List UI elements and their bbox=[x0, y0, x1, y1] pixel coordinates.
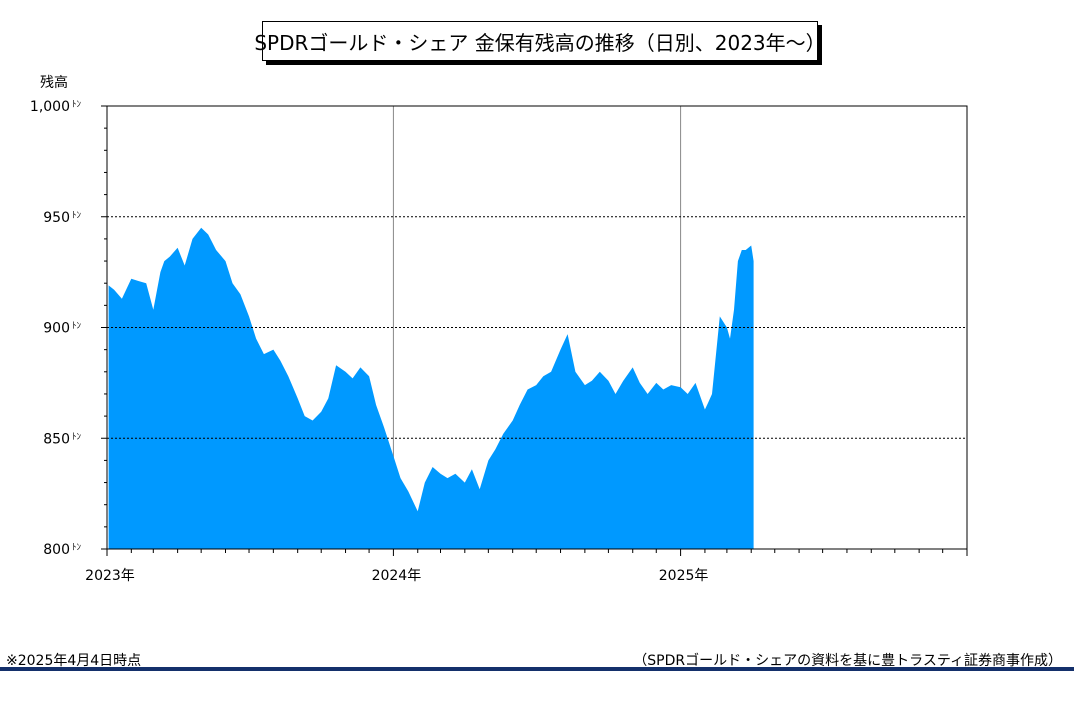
x-ticks bbox=[106, 549, 968, 556]
source-note: （SPDRゴールド・シェアの資料を基に豊トラスティ証券商事作成） bbox=[633, 653, 1062, 669]
y-tick-unit: ﾄﾝ bbox=[72, 543, 82, 553]
y-tick-label: 950 bbox=[43, 210, 70, 226]
y-tick-unit: ﾄﾝ bbox=[72, 100, 82, 110]
y-tick-label: 850 bbox=[43, 431, 70, 447]
y-axis-label: 残高 bbox=[40, 74, 68, 91]
x-tick-label: 2024年 bbox=[372, 568, 422, 584]
y-tick-label: 900 bbox=[43, 321, 70, 337]
y-tick-label: 1,000 bbox=[30, 99, 70, 115]
y-tick-unit: ﾄﾝ bbox=[72, 432, 82, 442]
horizontal-gridlines bbox=[107, 216, 967, 439]
holdings-area bbox=[108, 227, 754, 550]
as-of-note: ※2025年4月4日時点 bbox=[6, 653, 142, 669]
y-tick-label: 800 bbox=[43, 542, 70, 558]
footer-rule bbox=[0, 667, 1074, 671]
y-tick-unit: ﾄﾝ bbox=[72, 322, 82, 332]
x-tick-labels: 2023年 2024年 2025年 bbox=[85, 568, 708, 584]
chart-title: SPDRゴールド・シェア 金保有残高の推移（日別、2023年～） bbox=[254, 21, 826, 61]
x-tick-label: 2023年 bbox=[85, 568, 135, 584]
y-ticks bbox=[101, 105, 107, 550]
x-tick-label: 2025年 bbox=[659, 568, 709, 584]
y-tick-unit: ﾄﾝ bbox=[72, 211, 82, 221]
